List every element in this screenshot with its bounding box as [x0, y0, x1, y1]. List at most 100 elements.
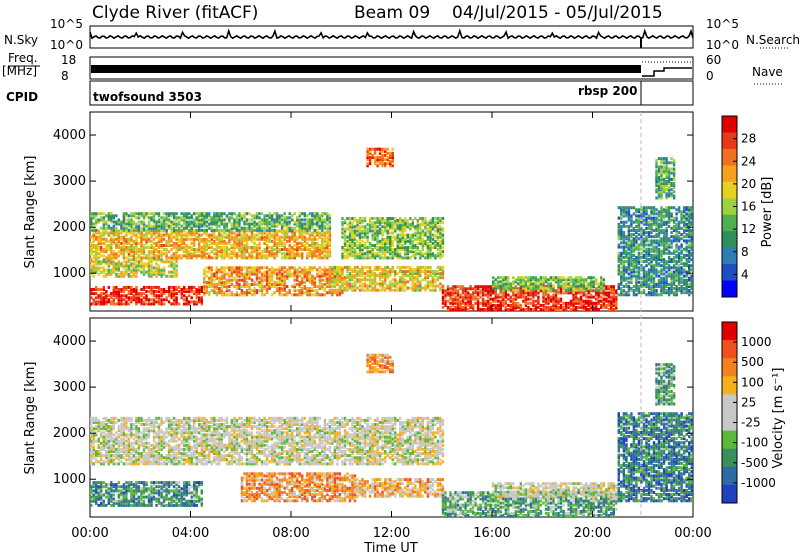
power-colorbar-tick-label: 12 — [741, 222, 756, 236]
power-colorbar-swatch — [722, 247, 737, 265]
nave-tick-top: 60 — [706, 53, 721, 67]
power-yticks: 1000 2000 3000 4000 — [53, 128, 693, 281]
power-colorbar-label: Power [dB] — [760, 177, 775, 248]
velocity-colorbar-tick-label: -25 — [741, 416, 761, 430]
power-colorbar-tick-label: 20 — [741, 177, 756, 191]
velocity-colorbar-swatch — [722, 448, 737, 468]
power-region — [90, 258, 178, 278]
velocity-region — [90, 481, 203, 507]
velocity-colorbar-tick-label: -1000 — [741, 476, 776, 490]
cpid-segment-2: rbsp 200 — [578, 84, 637, 98]
x-tick-label: 20:00 — [574, 526, 611, 541]
cpid-label: CPID — [6, 90, 38, 104]
power-colorbar-swatch — [722, 165, 737, 183]
velocity-colorbar-swatch — [722, 358, 737, 377]
x-axis-label: Time UT — [363, 541, 417, 554]
power-ytick-label: 1000 — [53, 266, 86, 281]
nsky-line — [89, 28, 694, 40]
power-colorbar-swatch — [722, 231, 737, 249]
date-range-title: 04/Jul/2015 - 05/Jul/2015 — [452, 3, 663, 23]
velocity-colorbar-label: Velocity [m s⁻¹] — [771, 368, 786, 469]
power-region — [90, 285, 203, 306]
nsky-tick-top: 10^5 — [50, 17, 83, 31]
freq-panel-frame — [89, 56, 694, 80]
nsearch-tick-top: 10^5 — [706, 17, 739, 31]
power-ylabel: Slant Range [km] — [23, 156, 38, 269]
velocity-colorbar-swatch — [722, 430, 737, 450]
power-colorbar-tick-label: 8 — [741, 245, 749, 259]
velocity-colorbar-swatch — [722, 322, 737, 341]
velocity-region — [655, 363, 676, 406]
velocity-colorbar-tick-label: -100 — [741, 436, 768, 450]
velocity-region — [617, 412, 693, 503]
power-colorbar-swatch — [722, 280, 737, 298]
velocity-colorbar-swatch — [722, 466, 737, 486]
velocity-colorbar-swatch — [722, 412, 737, 432]
velocity-colorbar-tick-label: 25 — [741, 395, 756, 409]
freq-tick-top: 18 — [61, 53, 76, 67]
freq-band — [91, 65, 641, 73]
x-tick-label: 04:00 — [172, 526, 209, 541]
power-colorbar-tick-label: 28 — [741, 132, 756, 146]
velocity-region — [353, 478, 445, 498]
nave-tick-bottom: 0 — [706, 69, 714, 83]
power-colorbar-swatch — [722, 181, 737, 199]
power-colorbar-swatch — [722, 264, 737, 282]
velocity-region — [240, 472, 357, 503]
cpid-panel-frame — [89, 80, 694, 106]
velocity-region — [366, 353, 394, 374]
beam-title: Beam 09 — [354, 3, 430, 23]
velocity-ytick-label: 1000 — [53, 472, 86, 487]
velocity-colorbar-swatch — [722, 484, 737, 504]
nsky-trace — [89, 28, 694, 48]
power-colorbar-swatch — [722, 198, 737, 216]
velocity-region — [90, 416, 445, 466]
velocity-colorbar-tick-label: 100 — [741, 375, 764, 389]
power-region — [341, 217, 445, 260]
power-colorbar: 4 8 12 16 20 24 28 — [721, 115, 756, 298]
cpid-segment-1: twofsound 3503 — [93, 90, 202, 104]
x-axis-ticks: 00:00 04:00 08:00 12:00 16:00 20:00 00:00 — [71, 112, 712, 541]
velocity-heatmap — [90, 353, 693, 517]
nsearch-label: N.Search — [746, 33, 800, 47]
power-ytick-label: 3000 — [53, 174, 86, 189]
station-title: Clyde River (fitACF) — [92, 3, 258, 23]
power-region — [492, 276, 605, 292]
velocity-ytick-label: 4000 — [53, 334, 86, 349]
nsky-label: N.Sky — [4, 33, 38, 47]
power-heatmap — [90, 147, 693, 311]
velocity-colorbar-tick-label: 500 — [741, 355, 764, 369]
freq-label-top: Freq. — [8, 51, 38, 65]
nave-trace — [642, 61, 692, 77]
power-region — [441, 285, 618, 311]
power-region — [90, 212, 332, 232]
power-ytick-label: 4000 — [53, 128, 86, 143]
power-colorbar-swatch — [722, 148, 737, 166]
nave-label: Nave — [752, 65, 783, 79]
velocity-colorbar-swatch — [722, 340, 737, 359]
velocity-yticks: 1000 2000 3000 4000 — [53, 334, 693, 487]
power-region — [90, 229, 332, 260]
velocity-ytick-label: 2000 — [53, 426, 86, 441]
x-tick-label: 08:00 — [272, 526, 309, 541]
power-colorbar-tick-label: 4 — [741, 267, 749, 281]
nsky-tick-bottom: 10^0 — [50, 38, 83, 52]
nsearch-tick-bottom: 10^0 — [706, 38, 739, 52]
x-tick-label: 12:00 — [373, 526, 410, 541]
power-region — [203, 266, 344, 297]
x-tick-label: 00:00 — [71, 526, 108, 541]
power-colorbar-swatch — [722, 132, 737, 150]
power-region — [655, 157, 676, 200]
velocity-colorbar-tick-label: -500 — [741, 456, 768, 470]
freq-tick-bottom: 8 — [61, 69, 69, 83]
power-colorbar-swatch — [722, 116, 737, 133]
power-ytick-label: 2000 — [53, 220, 86, 235]
velocity-ylabel: Slant Range [km] — [23, 362, 38, 475]
power-region — [328, 265, 445, 292]
power-region — [366, 147, 394, 168]
freq-label-unit: [MHz] — [2, 64, 37, 78]
velocity-colorbar-frame — [721, 321, 738, 504]
power-colorbar-tick-label: 24 — [741, 154, 756, 168]
x-tick-label: 00:00 — [674, 526, 711, 541]
